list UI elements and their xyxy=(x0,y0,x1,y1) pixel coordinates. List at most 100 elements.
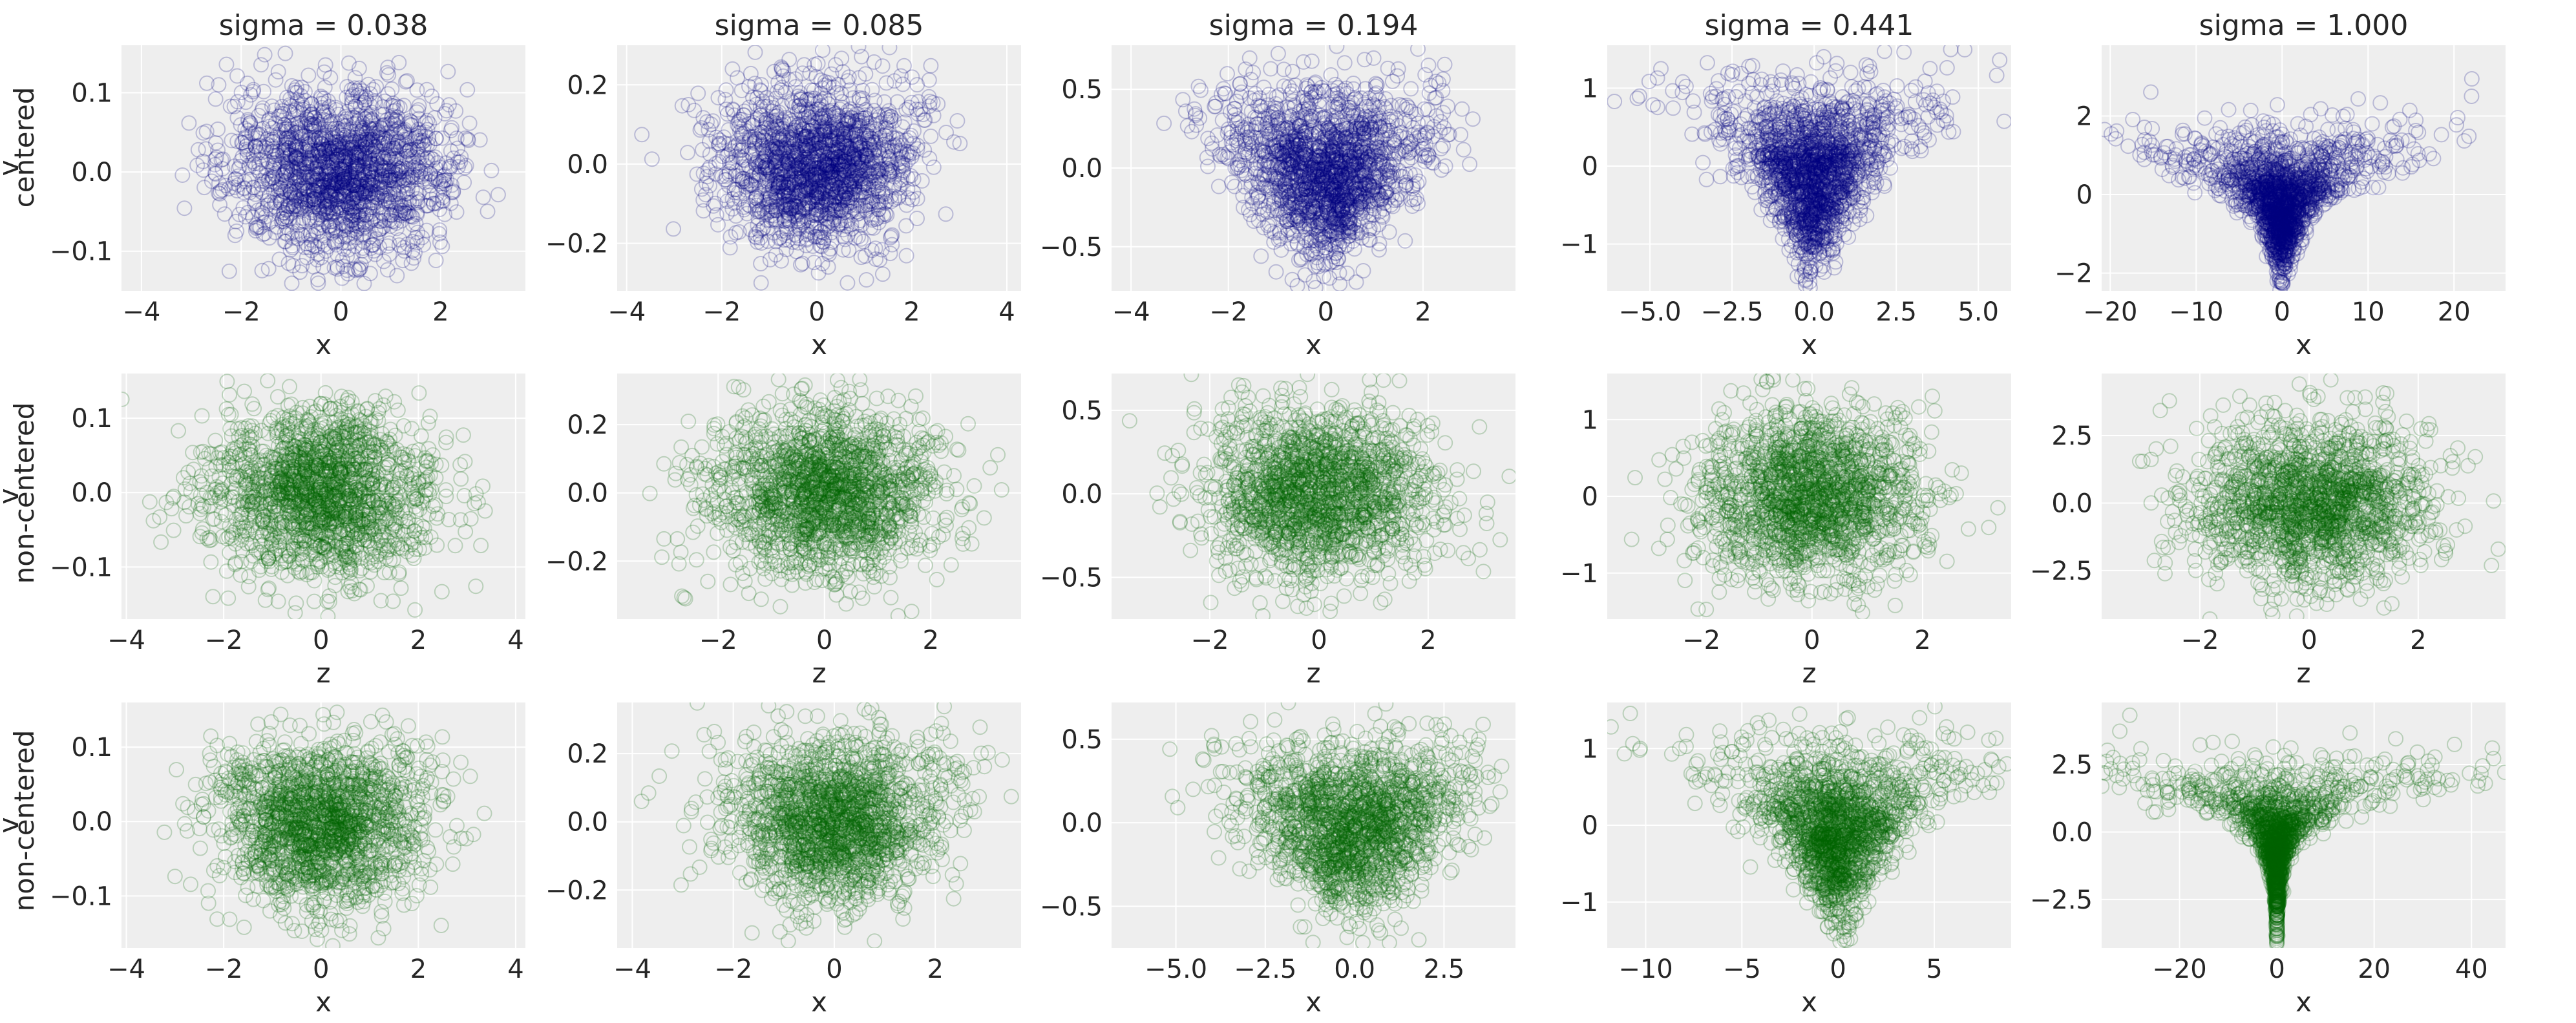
data-point xyxy=(823,196,839,212)
data-point xyxy=(356,169,372,185)
data-point xyxy=(283,129,299,145)
data-point xyxy=(330,107,346,122)
data-point xyxy=(788,123,804,140)
data-point xyxy=(279,165,295,181)
data-point xyxy=(311,136,327,152)
data-point xyxy=(264,138,280,154)
data-point xyxy=(375,187,392,203)
data-point xyxy=(443,195,459,211)
data-point xyxy=(804,101,819,117)
data-point xyxy=(285,258,301,274)
data-point xyxy=(441,159,457,174)
data-point xyxy=(885,142,901,158)
data-point xyxy=(238,129,254,145)
data-point xyxy=(847,230,863,246)
data-point xyxy=(310,182,326,198)
data-point xyxy=(325,158,341,174)
data-point xyxy=(323,189,339,205)
data-point xyxy=(792,213,808,228)
data-point xyxy=(834,190,850,206)
data-point xyxy=(724,201,741,217)
data-point xyxy=(368,222,384,238)
data-point xyxy=(858,147,874,163)
data-point xyxy=(348,82,364,98)
data-point xyxy=(736,202,752,218)
data-point xyxy=(338,219,354,235)
data-point xyxy=(388,112,404,128)
data-point xyxy=(449,204,465,220)
data-point xyxy=(400,167,416,184)
data-point xyxy=(313,96,329,112)
data-point xyxy=(835,242,851,258)
data-point xyxy=(288,142,304,158)
data-point xyxy=(832,196,848,212)
y-tick-label: 0.2 xyxy=(567,70,608,100)
data-point xyxy=(348,147,364,163)
data-point xyxy=(335,127,352,143)
data-point xyxy=(280,255,297,271)
data-point xyxy=(849,163,865,179)
data-point xyxy=(338,164,354,180)
data-point xyxy=(868,153,884,169)
data-point xyxy=(753,256,769,271)
data-point xyxy=(386,182,402,198)
data-point xyxy=(301,67,317,83)
data-point xyxy=(773,253,789,269)
data-point xyxy=(763,213,779,228)
data-point xyxy=(299,143,315,160)
data-point xyxy=(396,141,412,157)
data-point xyxy=(408,185,425,201)
data-point xyxy=(809,160,825,176)
data-point xyxy=(860,177,876,193)
data-point xyxy=(392,195,408,211)
data-point xyxy=(824,114,840,130)
data-point xyxy=(248,124,264,140)
data-point xyxy=(316,193,332,209)
data-point xyxy=(306,121,322,138)
data-point xyxy=(815,120,831,136)
data-point xyxy=(322,143,338,159)
data-point xyxy=(806,207,822,224)
data-point xyxy=(761,160,777,176)
data-point xyxy=(721,146,737,162)
data-point xyxy=(815,197,831,213)
data-point xyxy=(821,174,837,190)
data-point xyxy=(323,200,339,216)
data-point xyxy=(220,181,237,197)
data-point xyxy=(825,104,841,120)
data-point xyxy=(803,109,819,125)
data-point xyxy=(777,163,794,179)
data-point xyxy=(806,131,822,147)
data-point xyxy=(831,180,847,196)
data-point xyxy=(803,219,819,235)
data-point xyxy=(339,134,355,151)
data-point xyxy=(829,185,845,202)
data-point xyxy=(297,180,312,196)
data-point xyxy=(405,169,421,185)
data-point xyxy=(335,178,351,194)
data-point xyxy=(411,185,427,201)
data-point xyxy=(268,129,284,145)
data-point xyxy=(321,177,337,193)
data-point xyxy=(259,161,275,177)
data-point xyxy=(909,141,925,157)
data-point xyxy=(875,184,891,200)
data-point xyxy=(348,162,364,178)
data-point xyxy=(348,139,364,155)
data-point xyxy=(800,213,816,229)
data-point xyxy=(295,202,311,218)
data-point xyxy=(254,145,270,160)
data-point xyxy=(399,73,415,89)
data-point xyxy=(352,204,368,220)
data-point xyxy=(840,115,856,131)
data-point xyxy=(803,134,819,150)
data-point xyxy=(810,265,827,281)
data-point xyxy=(374,171,390,187)
data-point xyxy=(410,224,426,240)
data-point xyxy=(847,171,862,187)
data-point xyxy=(852,154,869,170)
data-point xyxy=(326,234,342,249)
data-point xyxy=(251,107,267,123)
data-point xyxy=(748,131,765,147)
